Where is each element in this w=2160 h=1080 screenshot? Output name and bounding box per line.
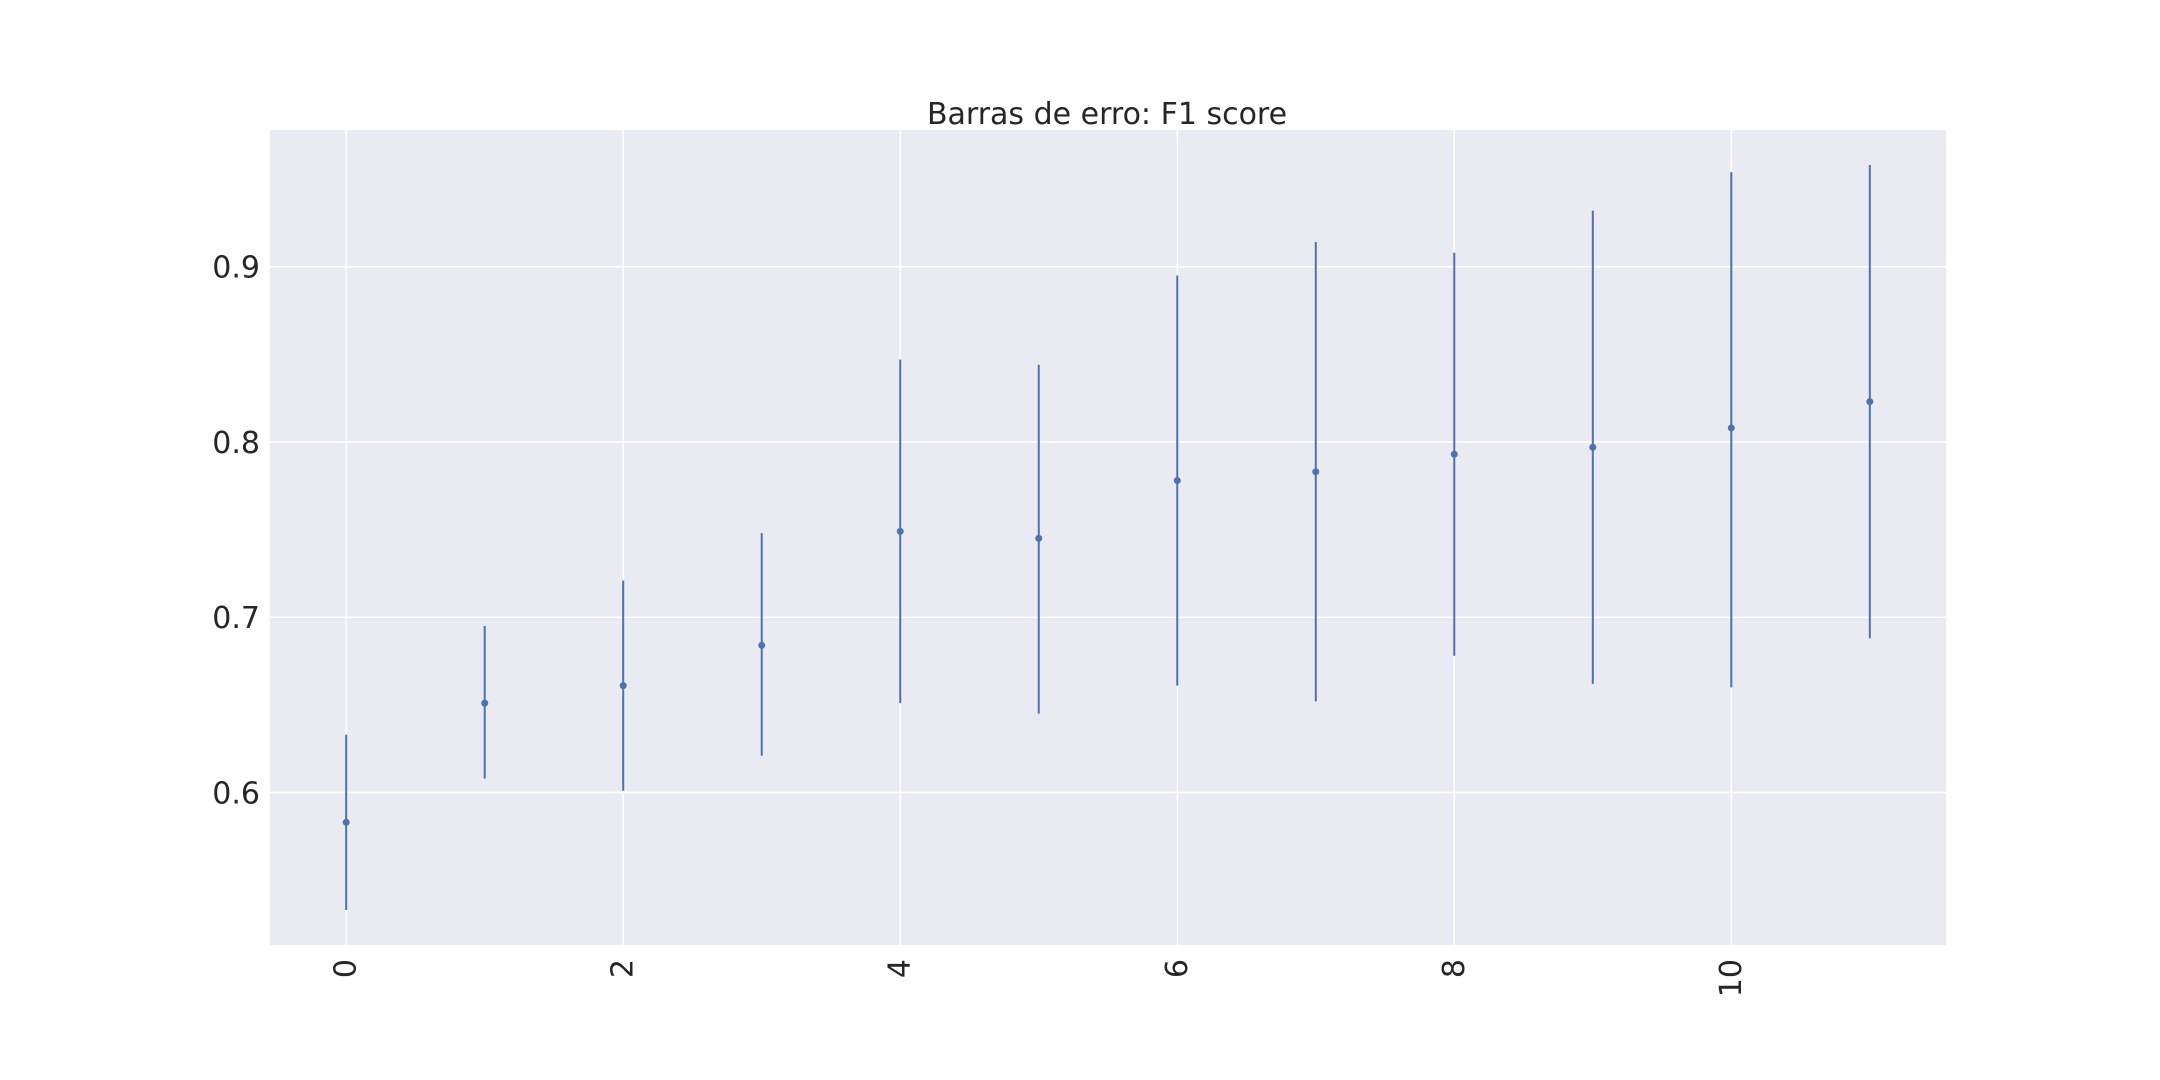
y-tick-label: 0.8 bbox=[212, 426, 260, 461]
plot-area bbox=[270, 130, 1946, 945]
x-tick-label: 10 bbox=[1714, 959, 1749, 997]
y-tick-label: 0.9 bbox=[212, 251, 260, 286]
x-tick-label: 6 bbox=[1160, 959, 1195, 978]
mean-point bbox=[1035, 534, 1043, 542]
y-tick-label: 0.7 bbox=[212, 601, 260, 636]
x-tick-label: 4 bbox=[883, 959, 918, 978]
mean-point bbox=[1727, 424, 1735, 432]
mean-point bbox=[1866, 398, 1874, 406]
mean-point bbox=[342, 818, 350, 826]
y-tick-label: 0.6 bbox=[212, 777, 260, 812]
mean-point bbox=[481, 699, 489, 707]
mean-point bbox=[1589, 443, 1597, 451]
x-axis-ticks: 0 2 4 6 8 10 bbox=[329, 959, 1749, 997]
chart-title: Barras de erro: F1 score bbox=[927, 97, 1287, 132]
x-tick-label: 2 bbox=[606, 959, 641, 978]
x-tick-label: 0 bbox=[329, 959, 364, 978]
mean-point bbox=[758, 641, 766, 649]
mean-point bbox=[1173, 477, 1181, 485]
mean-point bbox=[1450, 450, 1458, 458]
grid-lines bbox=[270, 130, 1946, 945]
x-tick-label: 8 bbox=[1437, 959, 1472, 978]
mean-points bbox=[342, 398, 1874, 826]
mean-point bbox=[896, 527, 904, 535]
y-axis-ticks: 0.6 0.7 0.8 0.9 bbox=[212, 251, 260, 812]
mean-point bbox=[619, 682, 627, 690]
mean-point bbox=[1312, 468, 1320, 476]
